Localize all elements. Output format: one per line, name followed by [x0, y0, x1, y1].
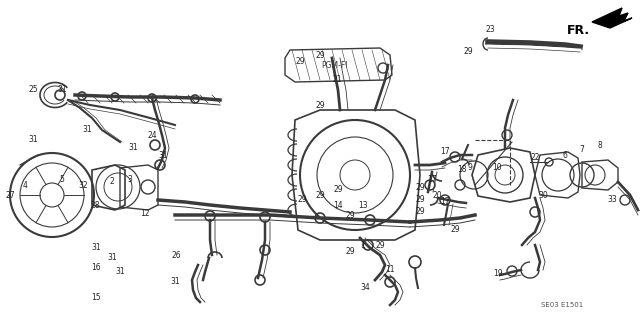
Text: 26: 26: [171, 251, 181, 261]
Text: 31: 31: [107, 254, 117, 263]
Text: 25: 25: [28, 85, 38, 94]
Text: 31: 31: [91, 243, 101, 253]
Text: 9: 9: [468, 164, 472, 173]
Text: 18: 18: [457, 166, 467, 174]
Text: 20: 20: [432, 190, 442, 199]
Text: 29: 29: [415, 207, 425, 217]
Text: 23: 23: [485, 26, 495, 34]
Text: 29: 29: [295, 57, 305, 66]
Text: 31: 31: [57, 85, 67, 94]
Text: 1: 1: [360, 241, 365, 249]
Text: 19: 19: [493, 269, 503, 278]
Text: 8: 8: [598, 140, 602, 150]
Text: 15: 15: [91, 293, 101, 302]
Text: PGM-FI: PGM-FI: [322, 61, 348, 70]
Text: 29: 29: [450, 226, 460, 234]
Text: 33: 33: [607, 196, 617, 204]
Text: 21: 21: [332, 76, 342, 85]
Text: 5: 5: [60, 175, 65, 184]
Text: 31: 31: [28, 136, 38, 145]
Text: 12: 12: [140, 209, 150, 218]
Text: 29: 29: [345, 248, 355, 256]
Text: 13: 13: [358, 201, 368, 210]
Text: 11: 11: [385, 265, 395, 275]
Text: SE03 E1501: SE03 E1501: [541, 302, 583, 308]
Text: 29: 29: [415, 183, 425, 192]
Text: 16: 16: [91, 263, 101, 272]
Text: 32: 32: [78, 181, 88, 189]
Text: 29: 29: [315, 190, 325, 199]
Text: 17: 17: [427, 175, 437, 184]
Text: 17: 17: [440, 197, 450, 206]
Text: 7: 7: [580, 145, 584, 154]
Text: 29: 29: [345, 211, 355, 219]
Text: 29: 29: [415, 196, 425, 204]
Text: FR.: FR.: [566, 24, 589, 36]
Text: 31: 31: [82, 125, 92, 135]
Text: 27: 27: [5, 190, 15, 199]
Text: 4: 4: [22, 181, 28, 189]
Text: 31: 31: [128, 143, 138, 152]
Text: 17: 17: [440, 147, 450, 157]
Text: 31: 31: [158, 151, 168, 160]
Text: 2: 2: [109, 177, 115, 187]
Text: 24: 24: [147, 131, 157, 140]
Text: 29: 29: [333, 186, 343, 195]
Text: 29: 29: [315, 50, 325, 60]
Text: 22: 22: [531, 153, 540, 162]
Text: 30: 30: [538, 190, 548, 199]
Text: 29: 29: [297, 196, 307, 204]
Text: 31: 31: [170, 278, 180, 286]
Text: 31: 31: [115, 268, 125, 277]
Text: 10: 10: [492, 164, 502, 173]
Text: 34: 34: [360, 284, 370, 293]
Text: 28: 28: [90, 201, 100, 210]
Text: 14: 14: [333, 201, 343, 210]
Text: 29: 29: [375, 241, 385, 249]
Polygon shape: [592, 8, 632, 28]
Text: 3: 3: [127, 175, 132, 184]
Text: 29: 29: [315, 100, 325, 109]
Text: 29: 29: [463, 48, 473, 56]
Text: 6: 6: [563, 151, 568, 160]
